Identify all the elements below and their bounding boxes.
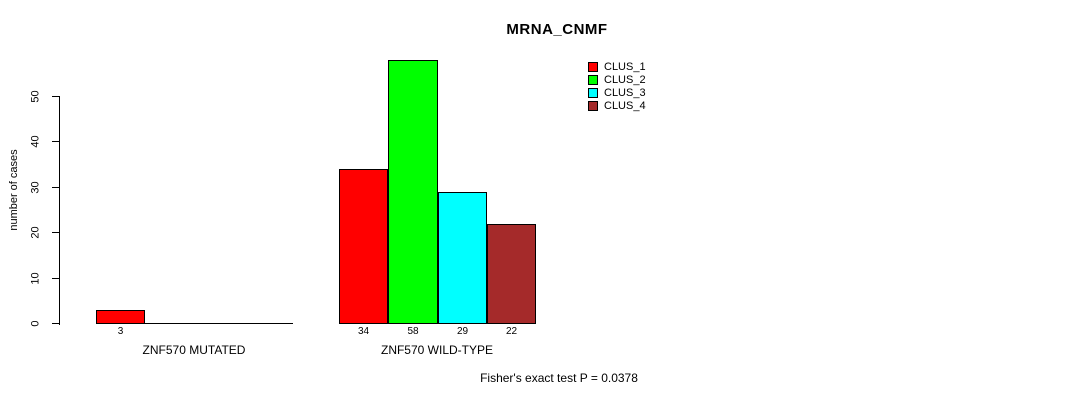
bar-value-label: 58 [407,326,419,337]
bar-clus_1 [339,169,388,324]
y-tick-label: 10 [29,272,42,285]
legend-label-clus-4: CLUS_4 [604,100,646,112]
y-tick-label: 40 [29,135,42,148]
legend-row-clus-2: CLUS_2 [588,74,646,86]
legend-swatch-clus-3 [588,88,598,98]
bar-clus_4 [487,224,536,324]
bar-clus_1 [96,310,145,324]
y-tick-mark [52,323,59,324]
group-baseline [96,323,293,324]
legend-label-clus-3: CLUS_3 [604,87,646,99]
bar-clus_3 [438,192,487,324]
chart-title: MRNA_CNMF [506,21,608,38]
y-tick-mark [52,187,59,188]
legend-swatch-clus-1 [588,62,598,72]
bar-clus_2 [388,60,438,324]
y-tick-mark [52,278,59,279]
legend-label-clus-2: CLUS_2 [604,74,646,86]
y-tick-mark [52,232,59,233]
y-axis-label: number of cases [8,149,20,231]
legend-swatch-clus-4 [588,101,598,111]
y-tick-mark [52,96,59,97]
legend-row-clus-3: CLUS_3 [588,87,646,99]
y-tick-label: 30 [29,181,42,194]
legend-swatch-clus-2 [588,75,598,85]
x-group-label-wild-type: ZNF570 WILD-TYPE [380,343,494,357]
bar-value-label: 3 [117,326,124,337]
legend: CLUS_1 CLUS_2 CLUS_3 CLUS_4 [588,62,646,114]
bar-value-label: 29 [456,326,469,337]
legend-label-clus-1: CLUS_1 [604,61,646,73]
y-tick-label: 0 [29,320,42,327]
x-group-label-mutated: ZNF570 MUTATED [142,343,246,357]
y-tick-label: 20 [29,226,42,239]
bar-value-label: 22 [505,326,518,337]
y-tick-mark [52,141,59,142]
legend-row-clus-4: CLUS_4 [588,100,646,112]
y-axis-line [59,96,60,325]
bar-value-label: 34 [357,326,370,337]
y-tick-label: 50 [29,90,42,103]
legend-row-clus-1: CLUS_1 [588,61,646,73]
stat-annotation: Fisher's exact test P = 0.0378 [480,371,638,385]
